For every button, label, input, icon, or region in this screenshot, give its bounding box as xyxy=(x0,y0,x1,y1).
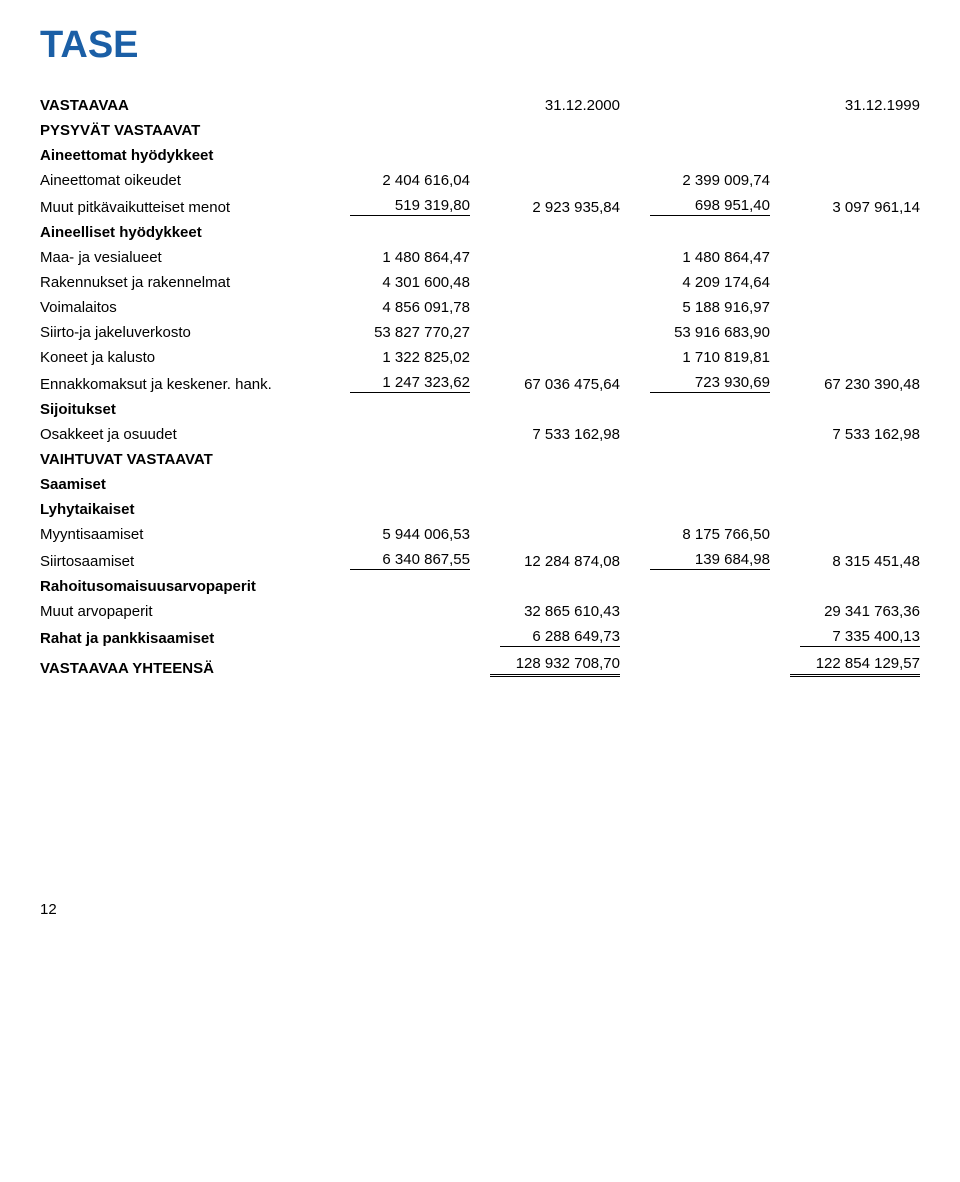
section-lyhytaikaiset: Lyhytaikaiset xyxy=(40,497,920,522)
row-muut-pitkavaikutteiset: Muut pitkävaikutteiset menot 519 319,80 … xyxy=(40,193,920,220)
row-myyntisaamiset: Myyntisaamiset 5 944 006,53 8 175 766,50 xyxy=(40,522,920,547)
row-aineettomat-oikeudet: Aineettomat oikeudet 2 404 616,04 2 399 … xyxy=(40,168,920,193)
row-osakkeet-osuudet: Osakkeet ja osuudet 7 533 162,98 7 533 1… xyxy=(40,422,920,447)
section-aineettomat-hyodykkeet: Aineettomat hyödykkeet xyxy=(40,143,920,168)
section-vaihtuvat-vastaavat: VAIHTUVAT VASTAAVAT xyxy=(40,447,920,472)
row-rahat-pankkisaamiset: Rahat ja pankkisaamiset 6 288 649,73 7 3… xyxy=(40,624,920,651)
row-siirto-jakeluverkosto: Siirto-ja jakeluverkosto 53 827 770,27 5… xyxy=(40,320,920,345)
section-sijoitukset: Sijoitukset xyxy=(40,397,920,422)
row-siirtosaamiset: Siirtosaamiset 6 340 867,55 12 284 874,0… xyxy=(40,547,920,574)
header-date-1999: 31.12.1999 xyxy=(770,93,920,118)
header-date-2000: 31.12.2000 xyxy=(470,93,620,118)
header-row: VASTAAVAA 31.12.2000 31.12.1999 xyxy=(40,93,920,118)
balance-sheet-table: VASTAAVAA 31.12.2000 31.12.1999 PYSYVÄT … xyxy=(40,93,920,681)
section-rahoitusomaisuus: Rahoitusomaisuusarvopaperit xyxy=(40,574,920,599)
section-saamiset: Saamiset xyxy=(40,472,920,497)
row-rakennukset: Rakennukset ja rakennelmat 4 301 600,48 … xyxy=(40,270,920,295)
document-title: TASE xyxy=(40,24,920,67)
section-pysyvat-vastaavat: PYSYVÄT VASTAAVAT xyxy=(40,118,920,143)
section-aineelliset-hyodykkeet: Aineelliset hyödykkeet xyxy=(40,220,920,245)
row-koneet-kalusto: Koneet ja kalusto 1 322 825,02 1 710 819… xyxy=(40,345,920,370)
header-vastaavaa: VASTAAVAA xyxy=(40,93,320,118)
row-voimalaitos: Voimalaitos 4 856 091,78 5 188 916,97 xyxy=(40,295,920,320)
row-muut-arvopaperit: Muut arvopaperit 32 865 610,43 29 341 76… xyxy=(40,599,920,624)
page-number: 12 xyxy=(40,901,920,918)
row-maa-vesialueet: Maa- ja vesialueet 1 480 864,47 1 480 86… xyxy=(40,245,920,270)
balance-sheet-page: TASE VASTAAVAA 31.12.2000 31.12.1999 PYS… xyxy=(0,0,960,958)
row-vastaavaa-yhteensa: VASTAAVAA YHTEENSÄ 128 932 708,70 122 85… xyxy=(40,651,920,681)
row-ennakkomaksut: Ennakkomaksut ja keskener. hank. 1 247 3… xyxy=(40,370,920,397)
